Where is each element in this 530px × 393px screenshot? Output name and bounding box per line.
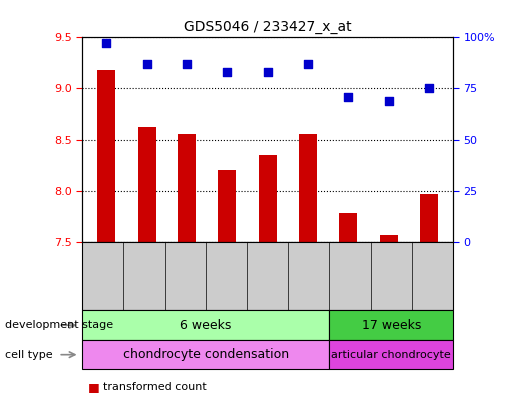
Point [384, 97, 393, 104]
Bar [138, 127, 156, 242]
Point [425, 85, 433, 92]
Point [223, 69, 232, 75]
Text: transformed count: transformed count [103, 382, 207, 392]
Point [304, 61, 312, 67]
Bar [178, 134, 196, 242]
Point [263, 69, 272, 75]
Bar [259, 155, 277, 242]
Title: GDS5046 / 233427_x_at: GDS5046 / 233427_x_at [184, 20, 351, 33]
Bar [339, 213, 357, 242]
Point [143, 61, 151, 67]
Bar [218, 170, 236, 242]
Text: articular chondrocyte: articular chondrocyte [331, 350, 451, 360]
Bar [299, 134, 317, 242]
Text: cell type: cell type [5, 350, 53, 360]
Text: development stage: development stage [5, 320, 113, 330]
Text: 17 weeks: 17 weeks [361, 319, 421, 332]
Text: chondrocyte condensation: chondrocyte condensation [123, 348, 289, 361]
Point [344, 94, 352, 100]
Bar [98, 70, 116, 242]
Text: ■: ■ [87, 380, 99, 393]
Point [102, 40, 111, 47]
Text: 6 weeks: 6 weeks [180, 319, 232, 332]
Bar [420, 194, 438, 242]
Point [183, 61, 191, 67]
Bar [379, 235, 398, 242]
